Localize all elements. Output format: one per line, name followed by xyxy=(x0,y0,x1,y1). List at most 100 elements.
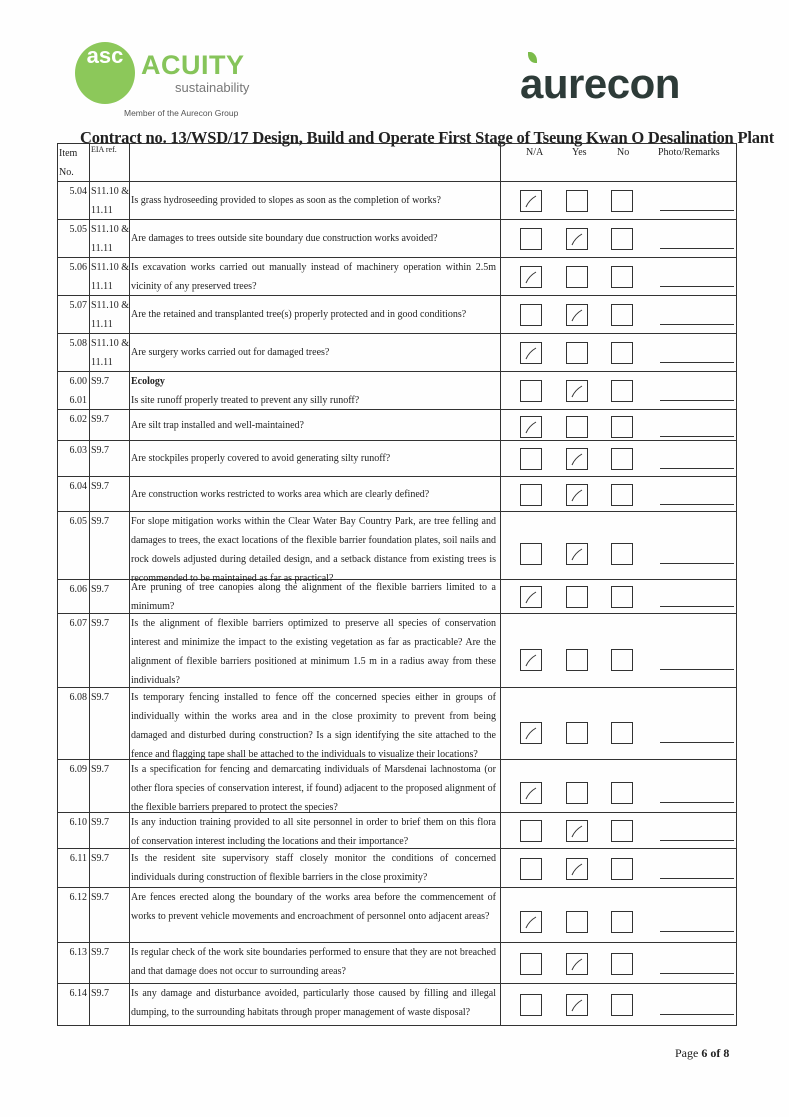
checkbox-yes[interactable] xyxy=(566,190,588,212)
eia-ref: S9.7 xyxy=(90,477,130,511)
remarks-field[interactable] xyxy=(660,362,734,363)
checkbox-yes[interactable] xyxy=(566,721,588,744)
checkbox-na[interactable] xyxy=(520,586,542,608)
checkbox-no[interactable] xyxy=(611,266,633,288)
eia-ref: S9.7 xyxy=(90,614,130,687)
remarks-field[interactable] xyxy=(660,931,734,933)
checkbox-na[interactable] xyxy=(520,543,542,566)
checkbox-na[interactable] xyxy=(520,781,542,804)
checkbox-yes[interactable] xyxy=(566,781,588,804)
eia-ref: S9.7 xyxy=(90,813,130,848)
question-text: Are the retained and transplanted tree(s… xyxy=(131,309,467,320)
checkbox-na[interactable] xyxy=(520,648,542,671)
checkbox-na[interactable] xyxy=(520,266,542,288)
checkbox-yes[interactable] xyxy=(566,952,588,975)
checkbox-na[interactable] xyxy=(520,820,542,842)
check-mark-icon xyxy=(525,591,537,604)
header-no: No xyxy=(617,147,630,158)
checkbox-yes[interactable] xyxy=(566,342,588,364)
remarks-field[interactable] xyxy=(660,840,734,841)
check-mark-icon xyxy=(525,654,537,667)
check-mark-icon xyxy=(571,825,583,838)
checkbox-no[interactable] xyxy=(611,952,633,975)
checkbox-na[interactable] xyxy=(520,190,542,212)
checkbox-no[interactable] xyxy=(611,380,633,402)
checkbox-no[interactable] xyxy=(611,190,633,212)
remarks-field[interactable] xyxy=(660,668,734,670)
remarks-field[interactable] xyxy=(660,1014,734,1015)
eia-ref: S9.7 xyxy=(90,688,130,759)
checkbox-no[interactable] xyxy=(611,781,633,804)
item-no: 5.06 xyxy=(58,258,90,295)
checkbox-na[interactable] xyxy=(520,721,542,744)
checkbox-yes[interactable] xyxy=(566,911,588,934)
question-text: Are damages to trees outside site bounda… xyxy=(131,233,438,244)
remarks-field[interactable] xyxy=(660,801,734,803)
checkbox-yes[interactable] xyxy=(566,543,588,566)
acuity-member-text: Member of the Aurecon Group xyxy=(124,108,239,118)
remarks-field[interactable] xyxy=(660,436,734,437)
checkbox-yes[interactable] xyxy=(566,380,588,402)
checkbox-na[interactable] xyxy=(520,911,542,934)
remarks-field[interactable] xyxy=(660,468,734,469)
checkbox-no[interactable] xyxy=(611,820,633,842)
remarks-field[interactable] xyxy=(660,248,734,249)
question-text: For slope mitigation works within the Cl… xyxy=(131,516,496,584)
remarks-field[interactable] xyxy=(660,606,734,607)
checkbox-na[interactable] xyxy=(520,342,542,364)
checkbox-na[interactable] xyxy=(520,994,542,1016)
page-of: of xyxy=(710,1046,721,1060)
remarks-field[interactable] xyxy=(660,972,734,974)
checkbox-yes[interactable] xyxy=(566,586,588,608)
question-text: Is temporary fencing installed to fence … xyxy=(131,692,496,760)
checkbox-no[interactable] xyxy=(611,543,633,566)
checkbox-na[interactable] xyxy=(520,228,542,250)
page-title: Contract no. 13/WSD/17 Design, Build and… xyxy=(80,128,775,147)
checkbox-na[interactable] xyxy=(520,483,542,506)
checkbox-no[interactable] xyxy=(611,483,633,506)
checkbox-no[interactable] xyxy=(611,228,633,250)
checkbox-yes[interactable] xyxy=(566,483,588,506)
checkbox-yes[interactable] xyxy=(566,416,588,438)
checkbox-na[interactable] xyxy=(520,857,542,880)
checkbox-yes[interactable] xyxy=(566,820,588,842)
checkbox-na[interactable] xyxy=(520,952,542,975)
checkbox-yes[interactable] xyxy=(566,228,588,250)
eia-ref: S11.10 & 11.11 xyxy=(90,258,130,295)
checkbox-yes[interactable] xyxy=(566,994,588,1016)
checkbox-no[interactable] xyxy=(611,342,633,364)
checkbox-no[interactable] xyxy=(611,586,633,608)
checkbox-na[interactable] xyxy=(520,416,542,438)
checkbox-no[interactable] xyxy=(611,911,633,934)
checkbox-yes[interactable] xyxy=(566,648,588,671)
remarks-field[interactable] xyxy=(660,563,734,565)
checkbox-yes[interactable] xyxy=(566,266,588,288)
table-row: 6.13 S9.7 Is regular check of the work s… xyxy=(58,943,736,984)
remarks-field[interactable] xyxy=(660,877,734,879)
checkbox-no[interactable] xyxy=(611,994,633,1016)
remarks-field[interactable] xyxy=(660,210,734,211)
table-header: Item No. EIA ref. N/A Yes No Photo/Remar… xyxy=(58,144,736,182)
checkbox-na[interactable] xyxy=(520,380,542,402)
remarks-field[interactable] xyxy=(660,400,734,401)
checkbox-no[interactable] xyxy=(611,448,633,470)
checkbox-yes[interactable] xyxy=(566,304,588,326)
checkbox-no[interactable] xyxy=(611,721,633,744)
table-row: 6.09 S9.7 Is a specification for fencing… xyxy=(58,760,736,813)
checkbox-no[interactable] xyxy=(611,648,633,671)
checkbox-yes[interactable] xyxy=(566,857,588,880)
checkbox-no[interactable] xyxy=(611,416,633,438)
check-mark-icon xyxy=(525,421,537,434)
question-text: Is any induction training provided to al… xyxy=(131,817,496,847)
checkbox-no[interactable] xyxy=(611,857,633,880)
remarks-field[interactable] xyxy=(660,503,734,505)
checkbox-na[interactable] xyxy=(520,448,542,470)
checkbox-na[interactable] xyxy=(520,304,542,326)
remarks-field[interactable] xyxy=(660,741,734,743)
eia-ref: S9.7 xyxy=(90,888,130,942)
remarks-field[interactable] xyxy=(660,324,734,325)
check-mark-icon xyxy=(571,958,583,970)
checkbox-no[interactable] xyxy=(611,304,633,326)
checkbox-yes[interactable] xyxy=(566,448,588,470)
remarks-field[interactable] xyxy=(660,286,734,287)
